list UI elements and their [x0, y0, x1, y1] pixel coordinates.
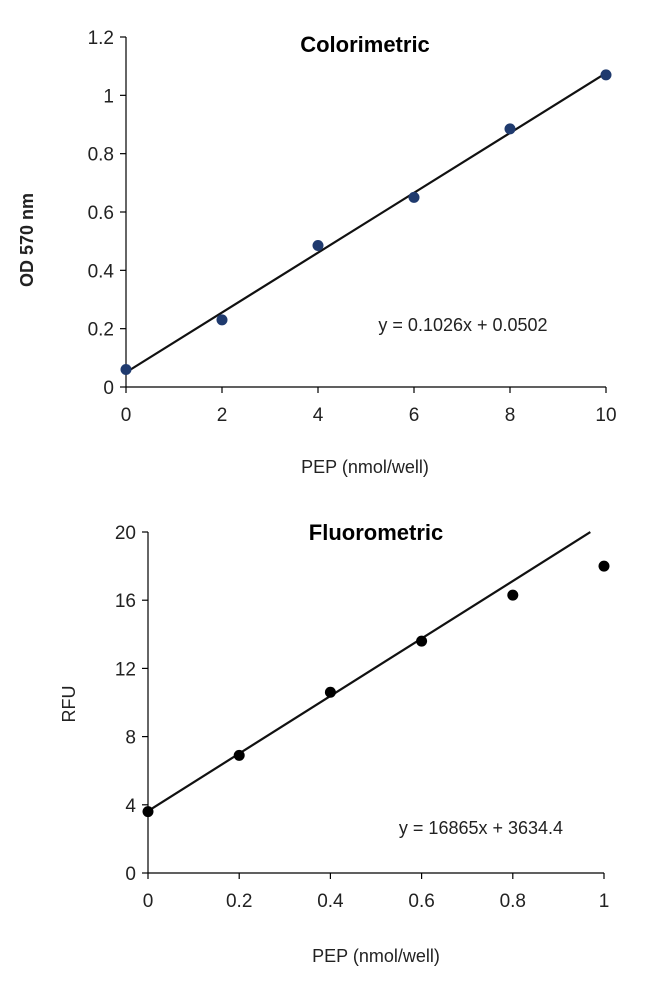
colorimetric-data-point	[408, 191, 420, 203]
fluorometric-x-tick-label: 1	[599, 891, 610, 912]
fluorometric-x-tick-label: 0	[143, 891, 154, 912]
colorimetric-data-point	[312, 240, 324, 252]
fluorometric-chart: 0 4 8 12 16 20 0 0.2 0.4 0.6 0.8 1 Fluorometric RFU…	[59, 520, 610, 966]
fluorometric-points	[142, 560, 610, 818]
fluorometric-y-axis-title: RFU	[59, 686, 79, 723]
colorimetric-title: Colorimetric	[300, 32, 430, 57]
fluorometric-x-tick-label: 0.4	[317, 891, 344, 912]
colorimetric-x-tick-label: 4	[313, 405, 324, 426]
colorimetric-y-tick-label: 0.4	[88, 261, 115, 282]
colorimetric-x-tick-label: 10	[595, 405, 616, 426]
fluorometric-x-tick-label: 0.8	[500, 891, 526, 912]
colorimetric-data-point	[120, 364, 132, 375]
colorimetric-data-point	[504, 123, 516, 135]
fluorometric-equation: y = 16865x + 3634.4	[399, 818, 563, 838]
fluorometric-data-point	[598, 560, 610, 572]
colorimetric-data-point	[600, 69, 612, 81]
fluorometric-y-tick-label: 0	[125, 864, 136, 885]
colorimetric-ticks: 0 0.2 0.4 0.6 0.8 1 1.2 0 2 4 6 8 10	[88, 28, 617, 426]
fluorometric-title: Fluorometric	[309, 520, 443, 545]
fluorometric-data-point	[507, 589, 519, 601]
colorimetric-y-tick-label: 0.8	[88, 145, 114, 166]
colorimetric-y-tick-label: 1	[103, 86, 114, 107]
colorimetric-equation: y = 0.1026x + 0.0502	[378, 315, 547, 335]
fluorometric-trendline	[147, 531, 591, 812]
fluorometric-x-tick-label: 0.2	[226, 891, 252, 912]
fluorometric-x-axis-title: PEP (nmol/well)	[312, 946, 440, 966]
colorimetric-x-tick-label: 2	[217, 405, 228, 426]
fluorometric-y-tick-label: 16	[115, 591, 136, 612]
fluorometric-y-tick-label: 20	[115, 523, 136, 544]
fluorometric-data-point	[416, 635, 428, 647]
colorimetric-trendline-group	[125, 72, 607, 374]
colorimetric-y-tick-label: 0	[103, 378, 114, 399]
fluorometric-data-point	[324, 686, 336, 698]
fluorometric-ticks: 0 4 8 12 16 20 0 0.2 0.4 0.6 0.8 1	[115, 523, 609, 912]
fluorometric-y-tick-label: 12	[115, 659, 136, 680]
colorimetric-x-tick-label: 8	[505, 405, 516, 426]
fluorometric-trendline-group	[147, 531, 591, 812]
colorimetric-chart: 0 0.2 0.4 0.6 0.8 1 1.2 0 2 4 6 8 10 Colorimetric OD…	[17, 28, 617, 477]
colorimetric-y-tick-label: 0.2	[88, 320, 114, 341]
colorimetric-y-tick-label: 0.6	[88, 203, 114, 224]
fluorometric-x-tick-label: 0.6	[408, 891, 434, 912]
colorimetric-y-axis-title: OD 570 nm	[17, 193, 37, 287]
fluorometric-data-point	[233, 749, 245, 761]
colorimetric-points	[120, 69, 612, 375]
colorimetric-x-tick-label: 0	[121, 405, 132, 426]
colorimetric-x-axis-title: PEP (nmol/well)	[301, 457, 429, 477]
fluorometric-data-point	[142, 806, 154, 818]
fluorometric-y-tick-label: 4	[125, 796, 136, 817]
colorimetric-y-tick-label: 1.2	[88, 28, 114, 49]
colorimetric-x-tick-label: 6	[409, 405, 420, 426]
fluorometric-y-tick-label: 8	[125, 728, 136, 749]
colorimetric-trendline	[125, 72, 607, 374]
colorimetric-data-point	[216, 314, 228, 326]
